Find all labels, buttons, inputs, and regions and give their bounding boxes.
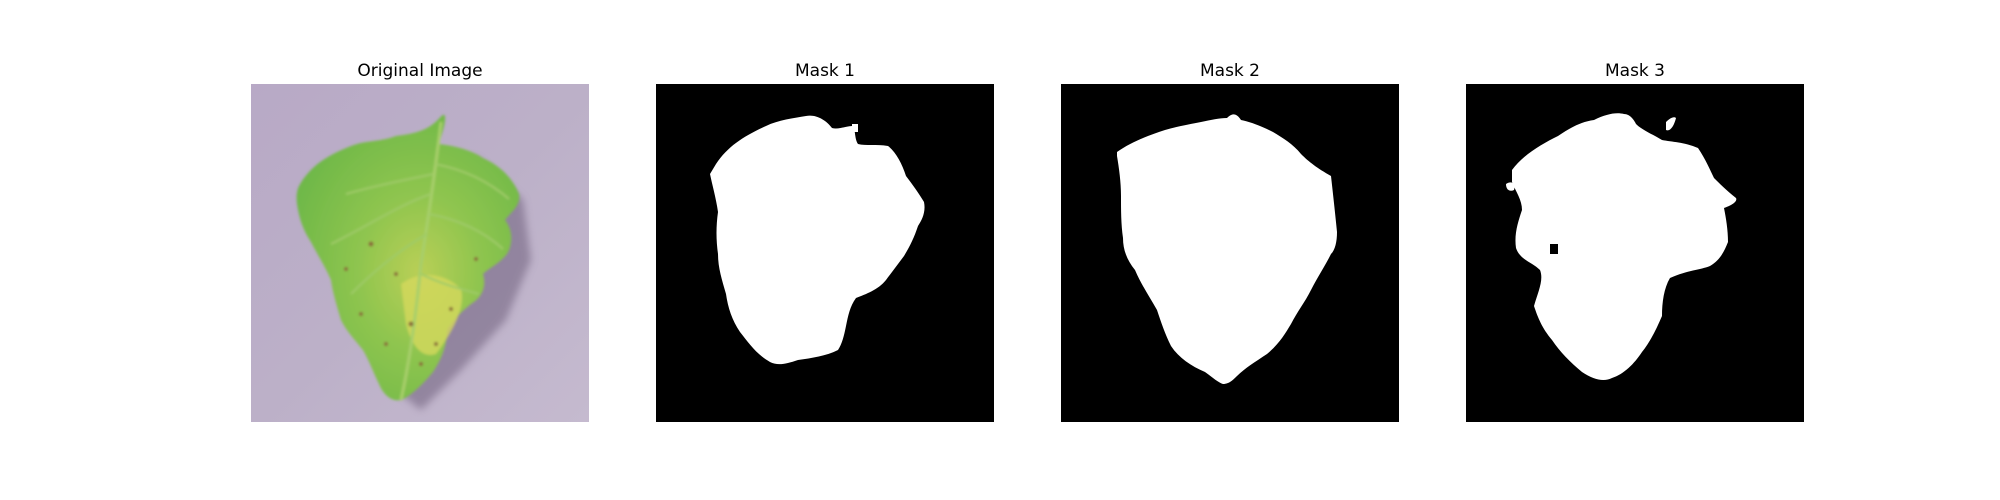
original-leaf-image (251, 84, 589, 422)
mask-2-image (1061, 84, 1399, 422)
panel-mask-1: Mask 1 (656, 58, 994, 422)
panel-title: Original Image (357, 61, 483, 81)
panel-title: Mask 1 (794, 61, 855, 81)
mask-3-image (1466, 84, 1804, 422)
panel-original-image: Original Image (251, 58, 589, 422)
panel-title: Mask 2 (1199, 61, 1260, 81)
panel-mask-2: Mask 2 (1061, 58, 1399, 422)
panel-mask-3: Mask 3 (1466, 58, 1804, 422)
mask-1-image (656, 84, 994, 422)
panel-title: Mask 3 (1604, 61, 1665, 81)
